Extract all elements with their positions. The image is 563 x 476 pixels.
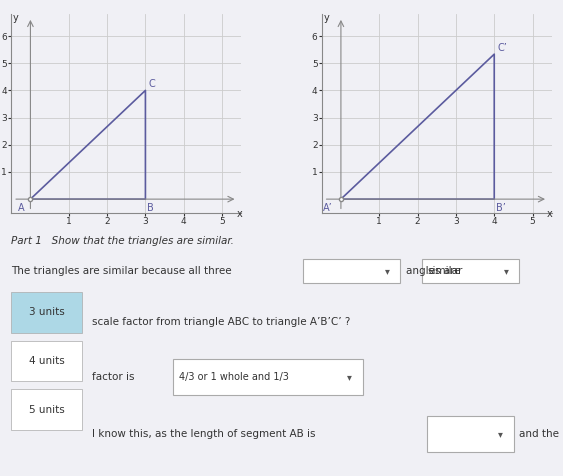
Text: I know this, as the length of segment AB is: I know this, as the length of segment AB…: [92, 429, 316, 439]
FancyBboxPatch shape: [11, 389, 82, 430]
FancyBboxPatch shape: [11, 341, 82, 381]
Text: 5 units: 5 units: [29, 405, 64, 415]
Text: angles are: angles are: [406, 266, 461, 276]
FancyBboxPatch shape: [422, 259, 519, 283]
Text: 4 units: 4 units: [29, 356, 64, 366]
Text: B’: B’: [496, 203, 506, 213]
Text: The triangles are similar because all three: The triangles are similar because all th…: [11, 266, 232, 276]
Text: ▾: ▾: [347, 372, 352, 382]
Text: y: y: [13, 13, 19, 23]
Text: ▾: ▾: [498, 429, 503, 439]
Text: B: B: [148, 203, 154, 213]
Text: C: C: [149, 79, 155, 89]
FancyBboxPatch shape: [173, 359, 363, 395]
Text: ▾: ▾: [504, 266, 508, 276]
Text: 4/3 or 1 whole and 1/3: 4/3 or 1 whole and 1/3: [179, 372, 289, 382]
Text: 3 units: 3 units: [29, 307, 64, 317]
Text: similar: similar: [427, 266, 463, 276]
Text: and the length of: and the length of: [519, 429, 563, 439]
FancyBboxPatch shape: [11, 292, 82, 333]
FancyBboxPatch shape: [303, 259, 400, 283]
Text: scale factor from triangle ABC to triangle A’B’C’ ?: scale factor from triangle ABC to triang…: [92, 317, 351, 327]
Text: Part 1   Show that the triangles are similar.: Part 1 Show that the triangles are simil…: [11, 236, 234, 246]
Text: x: x: [547, 208, 553, 218]
Text: x: x: [236, 208, 242, 218]
Text: C’: C’: [497, 43, 507, 53]
Text: A: A: [17, 203, 24, 213]
Text: y: y: [324, 13, 329, 23]
Text: ▾: ▾: [385, 266, 390, 276]
FancyBboxPatch shape: [427, 416, 514, 452]
Text: factor is: factor is: [92, 372, 135, 382]
Text: A’: A’: [323, 203, 332, 213]
